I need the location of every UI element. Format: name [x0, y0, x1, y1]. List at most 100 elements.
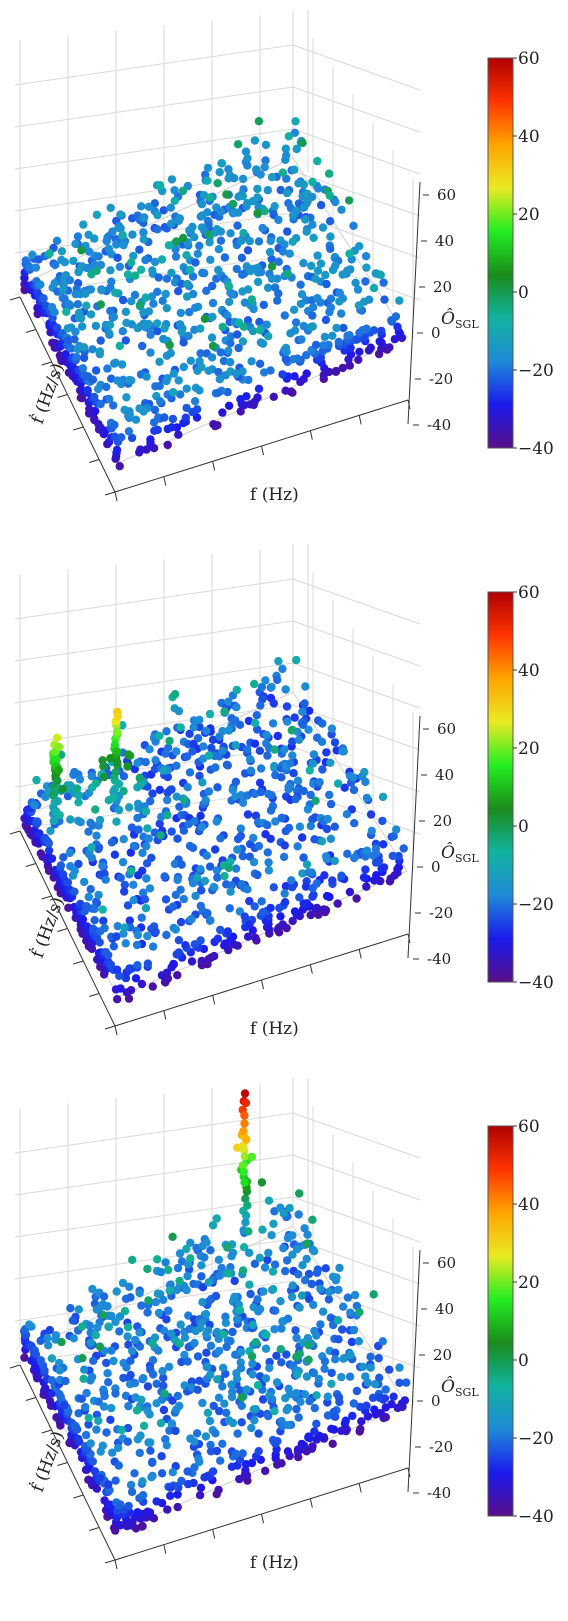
scatter-point [123, 1437, 132, 1446]
scatter-point [298, 1261, 307, 1270]
scatter-point [159, 206, 168, 215]
scatter-point [258, 1395, 268, 1404]
scatter-point [53, 323, 62, 332]
scatter-point [167, 423, 176, 432]
scatter-point [258, 223, 267, 233]
scatter-point [338, 1325, 347, 1334]
scatter-point [58, 870, 68, 879]
scatter-point [350, 819, 359, 828]
scatter-point [308, 1442, 317, 1451]
scatter-point [295, 1189, 304, 1198]
x-axis-label: f (Hz) [250, 1553, 299, 1573]
scatter-point [113, 253, 122, 262]
scatter-point [284, 1420, 293, 1430]
scatter-point [331, 1348, 340, 1357]
scatter-point [236, 407, 245, 416]
scatter-point [267, 682, 276, 692]
scatter-point [294, 1270, 303, 1279]
scatter-point [205, 709, 215, 719]
scatter-point [197, 362, 206, 372]
scatter-point [290, 713, 299, 722]
scatter-point [311, 796, 320, 805]
scatter-point [152, 1497, 161, 1506]
scatter-point [363, 1378, 373, 1387]
x-tick [358, 1483, 362, 1493]
scatter-point [198, 1283, 208, 1292]
scatter-point [197, 822, 206, 832]
scatter-point [243, 285, 253, 294]
scatter-point [99, 772, 109, 782]
scatter-point [395, 1363, 404, 1372]
x-axis-label: f (Hz) [250, 485, 299, 505]
scatter-point [274, 257, 283, 266]
x-tick [358, 415, 362, 425]
scatter-point [141, 757, 150, 767]
scatter-point [389, 832, 398, 841]
scatter-point [47, 854, 57, 863]
scatter-point [272, 274, 282, 283]
scatter-point [133, 813, 142, 823]
scatter-3d-panel-1: 60 40 20 0 -20 -40 Ô SGL f (Hz) ḟ (Hz/s) 60 40 20 0 −2… [0, 0, 568, 540]
scatter-point [148, 942, 158, 951]
scatter-point [370, 1405, 379, 1414]
scatter-point [201, 1309, 211, 1319]
scatter-point [44, 838, 53, 848]
scatter-point [173, 1490, 182, 1499]
scatter-point [295, 1303, 304, 1312]
scatter-point [379, 840, 388, 849]
scatter-point [241, 1218, 250, 1227]
scatter-point [163, 795, 172, 805]
scatter-point [66, 815, 75, 824]
scatter-point [156, 1418, 166, 1428]
scatter-point [179, 338, 188, 347]
scatter-point [126, 1480, 136, 1490]
scatter-point [126, 986, 136, 995]
scatter-point [345, 361, 354, 370]
scatter-point [179, 233, 188, 243]
scatter-point [283, 717, 292, 726]
scatter-point [288, 725, 297, 735]
scatter-point [155, 397, 165, 406]
scatter-point [335, 1263, 344, 1273]
scatter-point [245, 1280, 254, 1289]
scatter-point [131, 1335, 140, 1345]
scatter-point [294, 735, 304, 744]
scatter-point [105, 320, 115, 329]
scatter-point [173, 834, 182, 843]
scatter-point [60, 258, 70, 267]
scatter-point [309, 1368, 319, 1378]
scatter-point [252, 711, 261, 720]
scatter-point [274, 657, 283, 666]
scatter-point [176, 390, 185, 399]
x-tick [212, 995, 216, 1005]
scatter-point [116, 210, 125, 219]
scatter-point [95, 347, 105, 356]
scatter-point [218, 322, 227, 332]
scatter-point [127, 823, 137, 832]
scatter-point [108, 1448, 117, 1457]
scatter-point [125, 803, 134, 812]
scatter-point [296, 280, 305, 289]
scatter-point [143, 1507, 152, 1516]
scatter-point [118, 721, 127, 730]
scatter-point [196, 936, 205, 945]
scatter-point [139, 213, 148, 223]
scatter-point [54, 765, 63, 775]
scatter-point [128, 1346, 137, 1356]
scatter-point [183, 279, 192, 289]
scatter-point [227, 1380, 236, 1389]
scatter-point [226, 357, 235, 367]
scatter-point [299, 853, 308, 862]
scatter-point [160, 413, 169, 422]
scatter-point [139, 1374, 148, 1383]
scatter-point [283, 1314, 293, 1323]
scatter-point [138, 848, 147, 858]
scatter-point [288, 751, 297, 760]
scatter-point [94, 844, 103, 854]
scatter-point [288, 355, 298, 364]
scatter-point [212, 1214, 221, 1223]
scatter-point [395, 1378, 404, 1387]
scatter-point [83, 386, 92, 395]
scatter-point [312, 879, 321, 888]
scatter-point [261, 1466, 270, 1476]
